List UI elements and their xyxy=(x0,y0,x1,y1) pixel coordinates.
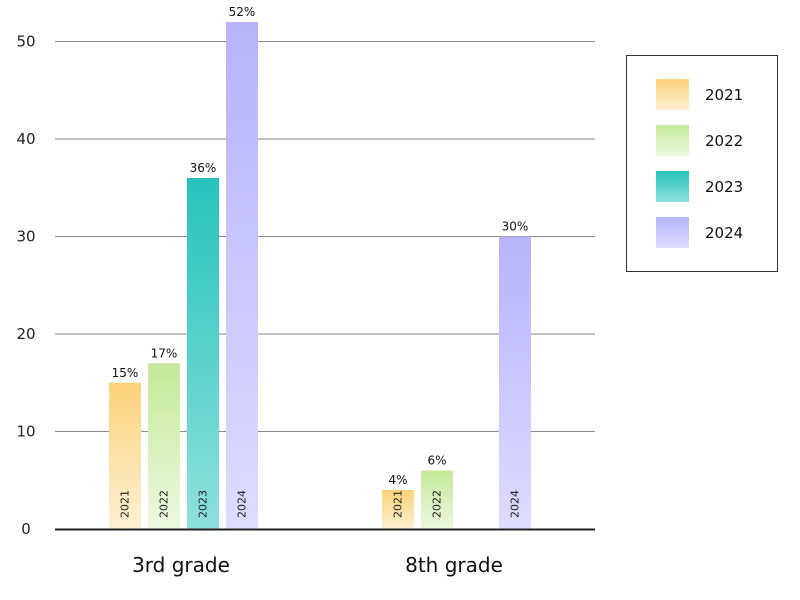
legend-label: 2023 xyxy=(705,178,743,196)
x-axis-categories: 3rd grade 8th grade xyxy=(132,553,503,577)
data-label: 4% xyxy=(388,473,407,487)
bar-year-label: 2024 xyxy=(509,490,522,518)
data-label: 30% xyxy=(502,220,529,234)
legend-box xyxy=(626,55,778,272)
data-label: 6% xyxy=(427,454,446,468)
bar-year-label: 2021 xyxy=(119,490,132,518)
bar-year-label: 2021 xyxy=(392,490,405,518)
bar-2021-2 xyxy=(382,490,414,529)
y-tick-label: 0 xyxy=(21,520,31,538)
data-label: 17% xyxy=(151,346,178,360)
x-category-label: 8th grade xyxy=(405,553,503,577)
bar-2024-2 xyxy=(499,236,531,529)
legend-swatch xyxy=(656,217,689,248)
x-category-label: 3rd grade xyxy=(132,553,230,577)
y-tick-label: 40 xyxy=(16,130,35,148)
bar-year-label: 2023 xyxy=(197,490,210,518)
y-tick-label: 50 xyxy=(16,33,35,51)
legend-swatch xyxy=(656,125,689,156)
y-tick-label: 20 xyxy=(16,325,35,343)
legend-label: 2022 xyxy=(705,132,743,150)
bar-2024-1 xyxy=(226,22,258,529)
bar-2022-2 xyxy=(421,470,453,529)
bars: 15% 2021 17% 2022 36% 2023 52% 2024 4% 2021 6% 2022… xyxy=(109,5,531,529)
legend-label: 2021 xyxy=(705,86,743,104)
bar-2021-1 xyxy=(109,382,141,529)
y-axis-ticks: 0 10 20 30 40 50 xyxy=(16,33,35,539)
y-tick-label: 30 xyxy=(16,228,35,246)
data-label: 36% xyxy=(190,161,217,175)
bar-year-label: 2024 xyxy=(236,490,249,518)
legend-swatch xyxy=(656,79,689,110)
bar-year-label: 2022 xyxy=(431,490,444,518)
y-tick-label: 10 xyxy=(16,423,35,441)
data-label: 15% xyxy=(112,366,139,380)
legend-label: 2024 xyxy=(705,224,743,242)
bar-2022-1 xyxy=(148,363,180,529)
bar-year-label: 2022 xyxy=(158,490,171,518)
bar-2023-1 xyxy=(187,178,219,529)
legend: 2021 2022 2023 2024 xyxy=(626,55,778,272)
legend-swatch xyxy=(656,171,689,202)
data-label: 52% xyxy=(229,5,256,19)
